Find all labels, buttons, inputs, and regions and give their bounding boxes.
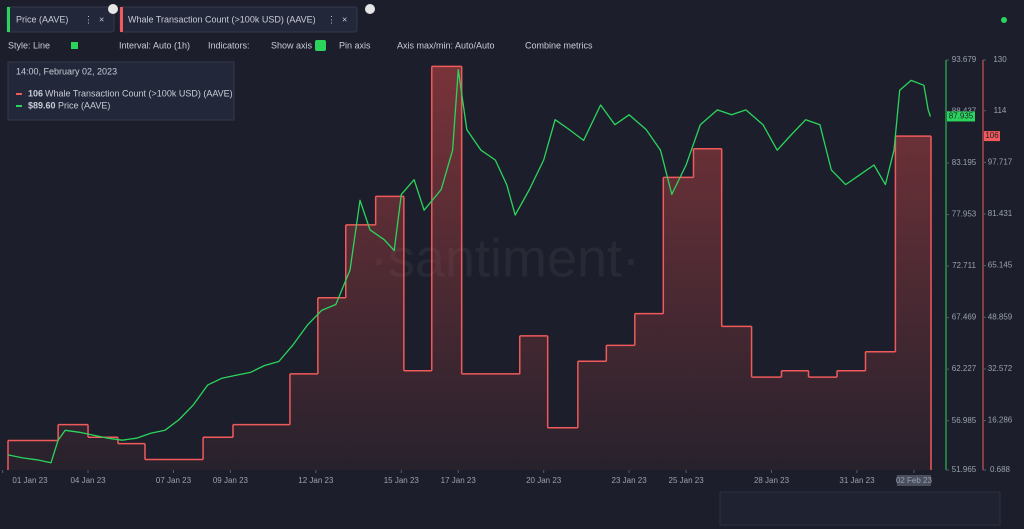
style-select[interactable]: Style: Line	[8, 40, 50, 50]
step-area	[751, 377, 782, 470]
step-area	[203, 437, 233, 470]
x-tick-label: 28 Jan 23	[754, 476, 790, 485]
step-area	[375, 196, 404, 470]
step-area	[144, 459, 204, 470]
y2-tick-label: 114	[994, 106, 1007, 115]
tab-menu[interactable]: ⋮	[84, 14, 93, 24]
step-area	[663, 177, 694, 470]
step-area	[345, 224, 376, 470]
x-tick-label: 25 Jan 23	[669, 476, 705, 485]
tab-close[interactable]: ×	[99, 14, 104, 24]
tooltip-name: Whale Transaction Count (>100k USD) (AAV…	[45, 88, 233, 98]
y2-tick-label: 32.572	[988, 364, 1013, 373]
y-tick-label: 83.195	[952, 158, 977, 167]
step-area	[837, 370, 866, 470]
step-area	[88, 437, 118, 470]
y-tick-label: 72.711	[952, 261, 976, 270]
step-area	[403, 370, 432, 470]
step-area	[547, 427, 578, 470]
step-area	[721, 326, 752, 470]
status-dot	[1001, 17, 1007, 23]
step-area	[781, 370, 809, 470]
x-tick-label: 09 Jan 23	[213, 476, 249, 485]
y2-tick-label: 97.717	[988, 157, 1013, 166]
tooltip: 14:00, February 02, 2023 106 Whale Trans…	[7, 61, 235, 121]
tab-accent	[7, 7, 10, 32]
y-tick-label: 88.437	[952, 107, 977, 116]
y-tick-label: 51.965	[952, 465, 977, 474]
step-area	[317, 297, 346, 470]
y-tick-label: 62.227	[952, 364, 977, 373]
tooltip-value: 106	[28, 88, 43, 98]
step-area	[431, 66, 462, 471]
combine-metrics[interactable]: Combine metrics	[525, 40, 593, 50]
x-tick-highlight	[896, 475, 931, 486]
step-area	[895, 136, 931, 470]
last-value-badge	[947, 111, 975, 122]
indicators[interactable]: Indicators:	[208, 40, 250, 50]
step-area	[289, 373, 318, 470]
tab-badge	[365, 4, 375, 14]
y2-tick-label: 0.688	[990, 465, 1011, 474]
y-tick-label: 93.679	[952, 55, 977, 64]
axis-minmax[interactable]: Axis max/min: Auto/Auto	[397, 40, 495, 50]
tooltip-name: Price (AAVE)	[58, 100, 110, 110]
y2-tick-label: 48.859	[988, 312, 1013, 321]
interval-select[interactable]: Interval: Auto (1h)	[119, 40, 190, 50]
tab-label[interactable]: Whale Transaction Count (>100k USD) (AAV…	[128, 14, 316, 24]
step-area	[634, 313, 664, 470]
step-area	[808, 377, 838, 470]
plot: 51.965 56.985 62.227 67.469 72.711 77.953 83.1…	[2, 55, 1013, 486]
y2-tick-label: 130	[993, 55, 1007, 64]
step-area	[577, 361, 607, 470]
last-value-label: 106	[985, 131, 999, 140]
tooltip-box	[7, 61, 235, 121]
tooltip-date: 14:00, February 02, 2023	[16, 66, 117, 76]
y-tick-label: 67.469	[952, 313, 977, 322]
tab-label[interactable]: Price (AAVE)	[16, 14, 68, 24]
x-tick-label: 01 Jan 23	[12, 476, 48, 485]
y2-tick-label: 81.431	[988, 209, 1013, 218]
x-tick-label: 02 Feb 23	[896, 476, 933, 485]
y2-tick-label: 65.145	[988, 261, 1013, 270]
step-area	[461, 373, 520, 470]
x-tick-label: 07 Jan 23	[156, 476, 192, 485]
x-tick-label: 04 Jan 23	[70, 476, 106, 485]
y-tick-label: 56.985	[952, 416, 977, 425]
y2-tick-label: 16.286	[988, 416, 1013, 425]
x-tick-label: 12 Jan 23	[298, 476, 334, 485]
price-line	[7, 68, 932, 464]
show-axis[interactable]: Show axis	[271, 40, 313, 50]
color-picker[interactable]	[71, 42, 78, 49]
last-value-label: 87.935	[949, 112, 974, 121]
step-area	[606, 345, 635, 470]
tab-close[interactable]: ×	[342, 14, 347, 24]
step-area	[117, 443, 145, 470]
tab-accent	[120, 7, 123, 32]
watermark: ·santiment·	[370, 228, 640, 288]
y-tick-label: 77.953	[952, 210, 977, 219]
x-tick-label: 31 Jan 23	[839, 476, 875, 485]
x-tick-label: 20 Jan 23	[526, 476, 562, 485]
tooltip-value: $89.60	[28, 100, 56, 110]
last-value-badge	[984, 131, 1000, 142]
tab-menu[interactable]: ⋮	[327, 14, 336, 24]
step-area	[519, 335, 548, 470]
step-area	[865, 351, 896, 470]
pin-axis[interactable]: Pin axis	[339, 40, 371, 50]
navigator[interactable]	[719, 491, 1001, 526]
show-axis-checkbox[interactable]	[315, 40, 326, 51]
x-tick-label: 23 Jan 23	[612, 476, 648, 485]
step-area	[693, 148, 722, 470]
x-tick-label: 15 Jan 23	[384, 476, 420, 485]
x-tick-label: 17 Jan 23	[441, 476, 477, 485]
step-area	[8, 440, 59, 470]
tab-badge	[108, 4, 118, 14]
step-area	[232, 424, 290, 470]
